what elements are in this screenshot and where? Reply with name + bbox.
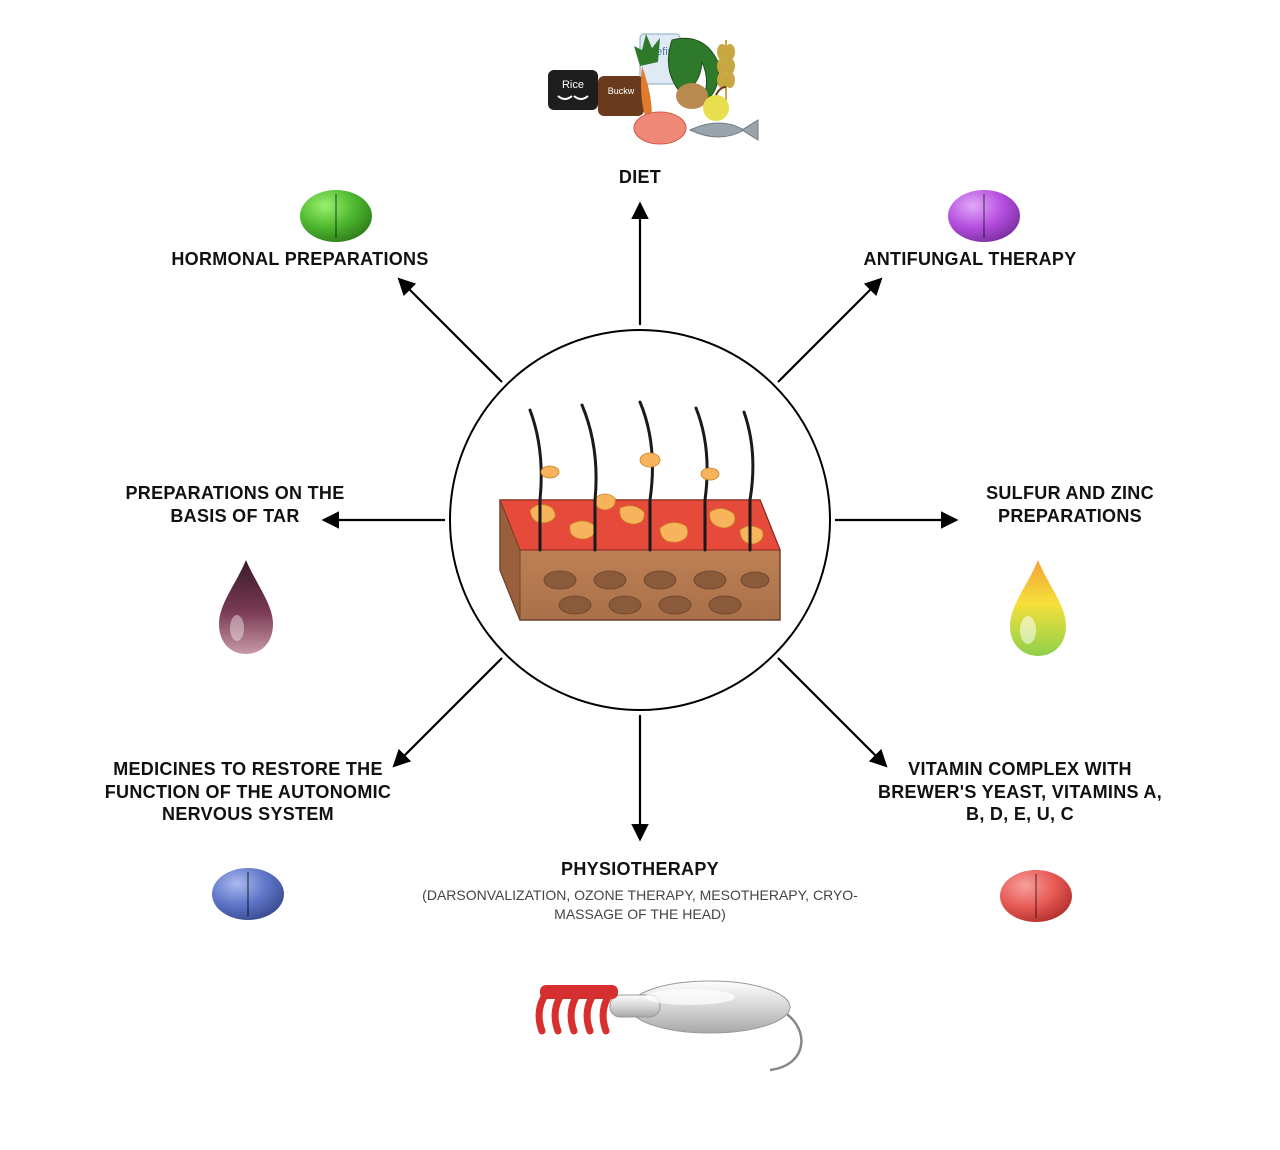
pill-ans-icon — [212, 868, 284, 920]
arrow-medicines_ans — [395, 658, 502, 765]
svg-text:Buckw: Buckw — [608, 86, 635, 96]
arrow-antifungal — [778, 280, 880, 382]
svg-text:Rice: Rice — [562, 79, 584, 91]
diet-food-icon: Kefir Rice Buckw — [548, 34, 758, 144]
label-vitamins: VITAMIN COMPLEX WITH BREWER'S YEAST, VIT… — [870, 758, 1170, 826]
label-physiotherapy: PHYSIOTHERAPY — [430, 858, 850, 881]
arrow-vitamins — [778, 658, 885, 765]
label-tar: PREPARATIONS ON THE BASIS OF TAR — [100, 482, 370, 527]
label-medicines-ans: MEDICINES TO RESTORE THE FUNCTION OF THE… — [78, 758, 418, 826]
arrow-hormonal — [400, 280, 502, 382]
label-hormonal: HORMONAL PREPARATIONS — [140, 248, 460, 271]
label-sulfurzinc: SULFUR AND ZINC PREPARATIONS — [960, 482, 1180, 527]
label-antifungal: ANTIFUNGAL THERAPY — [820, 248, 1120, 271]
sublabel-physiotherapy: (DARSONVALIZATION, OZONE THERAPY, MESOTH… — [420, 886, 860, 924]
darsonval-icon — [539, 981, 801, 1070]
pill-antifungal-icon — [948, 190, 1020, 242]
drop-sulfurzinc-icon — [1010, 560, 1066, 656]
pill-vitamins-icon — [1000, 870, 1072, 922]
drop-tar-icon — [219, 560, 273, 654]
pill-hormonal-icon — [300, 190, 372, 242]
diagram-stage: Kefir Rice Buckw — [0, 0, 1280, 1150]
label-diet: DIET — [540, 166, 740, 189]
